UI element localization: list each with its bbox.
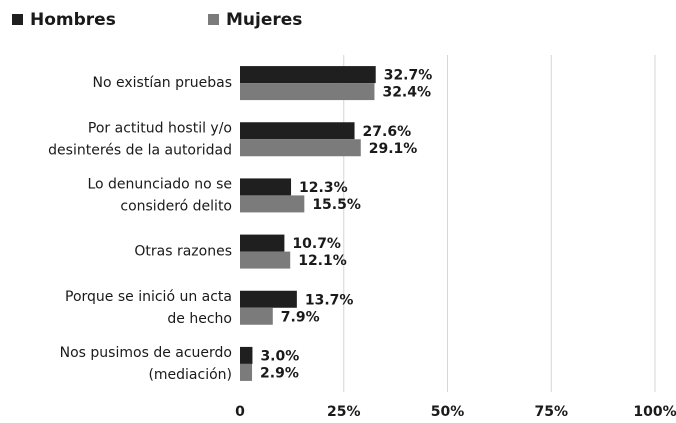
y-tick-label: (mediación)	[148, 367, 232, 383]
bar	[240, 139, 361, 157]
value-label: 12.1%	[298, 253, 347, 269]
value-label: 13.7%	[305, 292, 354, 308]
x-tick-label: 25%	[327, 404, 361, 420]
value-label: 3.0%	[260, 348, 299, 364]
bar	[240, 66, 376, 84]
x-tick-label: 0	[235, 404, 245, 420]
bar	[240, 178, 292, 196]
bar	[240, 363, 253, 381]
value-label: 32.4%	[382, 85, 431, 101]
value-label: 29.1%	[369, 141, 418, 157]
value-label: 32.7%	[384, 68, 433, 84]
bar	[240, 83, 375, 101]
value-label: 27.6%	[363, 124, 412, 140]
y-tick-label: Otras razones	[134, 244, 232, 260]
y-tick-label: Porque se inició un acta	[65, 289, 232, 305]
y-tick-label: Lo denunciado no se	[87, 176, 232, 192]
y-tick-label: Nos pusimos de acuerdo	[60, 345, 232, 361]
bar	[240, 307, 273, 325]
bar	[240, 234, 285, 252]
bar	[240, 195, 305, 213]
value-label: 12.3%	[299, 180, 348, 196]
bar	[240, 290, 297, 308]
value-label: 7.9%	[281, 309, 320, 325]
value-label: 15.5%	[312, 197, 361, 213]
bar	[240, 251, 291, 269]
value-label: 10.7%	[292, 236, 341, 252]
bar	[240, 122, 355, 140]
bar	[240, 346, 253, 364]
legend-swatch	[208, 14, 219, 25]
y-tick-label: Por actitud hostil y/o	[88, 120, 232, 136]
x-tick-label: 75%	[534, 404, 568, 420]
y-tick-label: de hecho	[167, 311, 232, 327]
y-tick-label: No existían pruebas	[93, 75, 233, 91]
value-label: 2.9%	[260, 365, 299, 381]
legend-label: Mujeres	[226, 10, 302, 30]
y-tick-label: desinterés de la autoridad	[48, 142, 232, 158]
legend-swatch	[12, 14, 23, 25]
x-tick-label: 100%	[633, 404, 676, 420]
legend-label: Hombres	[30, 10, 116, 30]
x-tick-label: 50%	[431, 404, 465, 420]
y-tick-label: consideró delito	[120, 198, 232, 214]
